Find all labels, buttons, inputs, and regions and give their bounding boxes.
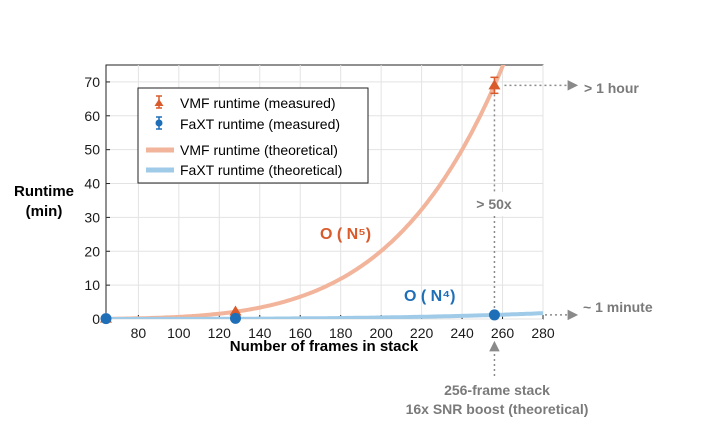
x-tick-label: 200 — [369, 325, 393, 341]
y-tick-label: 0 — [92, 311, 100, 327]
y-tick-label: 40 — [84, 176, 100, 192]
x-tick-label: 260 — [491, 325, 515, 341]
legend-vmf-measured-label: VMF runtime (measured) — [180, 95, 336, 111]
legend: VMF runtime (measured) FaXT runtime (mea… — [137, 87, 369, 184]
x-tick-label: 160 — [289, 325, 313, 341]
faxt-theoretical-curve — [106, 311, 543, 319]
vmf-measured-point — [488, 79, 501, 90]
y-tick-label: 10 — [84, 277, 100, 293]
legend-faxt-theoretical-label: FaXT runtime (theoretical) — [180, 162, 342, 178]
x-tick-label: 140 — [248, 325, 272, 341]
y-tick-label: 30 — [84, 209, 100, 225]
speedup-label: > 50x — [476, 196, 512, 212]
y-tick-label: 70 — [84, 74, 100, 90]
x-tick-label: 120 — [208, 325, 232, 341]
bottom-note-line2: 16x SNR boost (theoretical) — [406, 401, 589, 417]
x-axis-label: Number of frames in stack — [230, 338, 419, 355]
vmf-measured-point — [229, 305, 242, 316]
legend-faxt-measured-label: FaXT runtime (measured) — [180, 116, 340, 132]
speedup-label-bg — [470, 192, 518, 216]
axis-ticks: 80 100 120 140 160 180 200 220 240 260 280 0 10 20 30 4… — [84, 74, 554, 341]
x-tick-label: 240 — [450, 325, 474, 341]
measured-points — [100, 76, 501, 325]
vmf-runtime-callout: > 1 hour — [584, 80, 639, 96]
theoretical-curves — [106, 65, 543, 319]
faxt-runtime-callout: ~ 1 minute — [583, 299, 653, 315]
vmf-complexity-label: O ( N⁵) — [320, 226, 371, 243]
legend-vmf-measured-marker — [154, 99, 164, 106]
faxt-measured-point — [229, 312, 241, 324]
x-tick-label: 180 — [329, 325, 353, 341]
x-tick-label: 80 — [131, 325, 147, 341]
y-tick-label: 60 — [84, 108, 100, 124]
y-axis-label-line1: Runtime — [14, 183, 74, 200]
faxt-measured-point — [100, 313, 112, 325]
legend-vmf-theoretical-label: VMF runtime (theoretical) — [180, 142, 338, 158]
faxt-complexity-label: O ( N⁴) — [404, 288, 455, 305]
legend-box — [137, 87, 369, 184]
y-tick-label: 50 — [84, 142, 100, 158]
faxt-measured-point — [488, 309, 500, 321]
annotation-guides — [489, 80, 579, 376]
x-tick-label: 220 — [410, 325, 434, 341]
x-tick-label: 280 — [531, 325, 555, 341]
y-tick-label: 20 — [84, 243, 100, 259]
y-axis-label-line2: (min) — [26, 203, 63, 220]
legend-faxt-measured-marker — [155, 119, 163, 127]
x-tick-label: 100 — [167, 325, 191, 341]
bottom-note-line1: 256-frame stack — [444, 382, 550, 398]
